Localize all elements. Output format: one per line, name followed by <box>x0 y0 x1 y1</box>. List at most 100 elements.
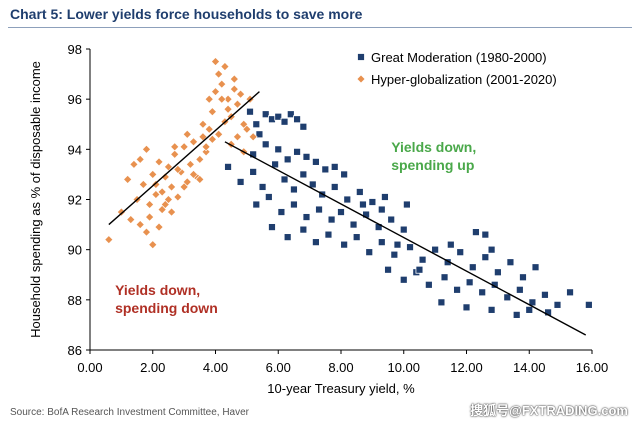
data-point <box>167 207 176 217</box>
data-point <box>431 245 440 254</box>
data-point <box>359 200 367 209</box>
y-tick-label: 94 <box>68 142 82 157</box>
data-point <box>343 195 352 204</box>
data-point <box>283 155 292 164</box>
data-point <box>151 190 161 199</box>
data-point <box>299 170 308 179</box>
trendline <box>108 91 260 226</box>
series-great-moderation <box>224 107 593 319</box>
chart-title: Chart 5: Lower yields force households t… <box>10 6 363 22</box>
data-point <box>154 157 164 167</box>
x-tick-label: 10.00 <box>387 360 420 375</box>
y-tick-label: 92 <box>68 193 82 208</box>
data-point <box>293 147 301 156</box>
data-point <box>277 208 286 216</box>
x-tick-label: 2.00 <box>140 360 165 375</box>
annotation-down: spending down <box>115 300 218 316</box>
data-point <box>481 253 490 262</box>
data-point <box>393 240 402 249</box>
y-axis-label: Household spending as % of disposable in… <box>28 61 43 338</box>
data-point <box>195 154 205 164</box>
data-point <box>142 227 151 237</box>
data-point <box>198 119 208 129</box>
data-point <box>462 303 471 312</box>
data-point <box>377 205 386 214</box>
data-point <box>293 115 301 124</box>
data-point <box>160 172 170 182</box>
x-tick-label: 14.00 <box>513 360 546 375</box>
trendlines <box>108 91 587 336</box>
data-point <box>384 265 392 274</box>
data-point <box>377 238 386 247</box>
watermark: 搜狐号@FXTRADING.com <box>470 403 628 418</box>
y-tick-label: 86 <box>68 343 82 358</box>
y-tick-label: 90 <box>68 243 82 258</box>
data-point <box>104 235 114 245</box>
data-point <box>337 208 345 216</box>
data-point <box>437 298 446 307</box>
data-point <box>135 220 145 230</box>
data-point <box>525 305 534 314</box>
data-point <box>349 220 358 229</box>
series-hyper-globalization <box>104 57 258 250</box>
data-point <box>418 255 427 264</box>
data-point <box>280 175 289 184</box>
data-point <box>249 168 258 176</box>
data-point <box>299 225 308 234</box>
data-point <box>302 152 311 161</box>
data-point <box>204 94 214 104</box>
data-point <box>252 200 261 209</box>
data-point <box>440 273 449 282</box>
data-point <box>179 142 189 152</box>
data-point <box>201 147 211 157</box>
data-point <box>315 205 323 214</box>
data-point <box>170 149 180 159</box>
data-point <box>487 245 496 254</box>
legend: Great Moderation (1980-2000) Hyper-global… <box>356 50 557 87</box>
data-point <box>387 215 396 224</box>
data-point <box>340 170 349 179</box>
data-point <box>214 129 224 139</box>
x-tick-label: 16.00 <box>576 360 609 375</box>
data-point <box>126 215 136 224</box>
data-point <box>512 310 521 319</box>
data-point <box>229 74 239 84</box>
data-point <box>321 165 330 174</box>
data-point <box>217 94 227 104</box>
data-point <box>503 293 512 302</box>
data-point <box>465 278 474 287</box>
x-tick-label: 6.00 <box>266 360 291 375</box>
data-point <box>220 62 230 71</box>
data-point <box>264 193 273 201</box>
data-point <box>217 79 227 89</box>
data-point <box>390 250 399 259</box>
data-point <box>308 180 317 189</box>
x-tick-label: 8.00 <box>328 360 353 375</box>
legend-label: Great Moderation (1980-2000) <box>371 50 547 65</box>
data-point <box>148 240 158 250</box>
data-point <box>481 230 490 239</box>
data-point <box>154 222 164 232</box>
data-point <box>164 162 173 172</box>
data-point <box>356 74 366 84</box>
data-point <box>406 243 414 252</box>
data-point <box>170 142 180 152</box>
data-point <box>246 107 254 116</box>
title-divider <box>8 27 632 28</box>
data-point <box>236 178 245 186</box>
x-axis-label: 10-year Treasury yield, % <box>267 381 415 396</box>
data-point <box>506 258 515 267</box>
data-point <box>189 169 198 179</box>
data-point <box>204 124 214 134</box>
data-point <box>201 142 211 152</box>
data-point <box>248 132 258 142</box>
data-point <box>189 137 198 147</box>
data-point <box>173 192 183 202</box>
data-point <box>223 104 233 114</box>
data-point <box>515 285 524 294</box>
x-tick-label: 4.00 <box>203 360 228 375</box>
data-point <box>236 89 246 99</box>
y-tick-label: 96 <box>68 92 82 107</box>
x-axis: 0.00 2.00 4.00 6.00 8.00 10.00 12.00 14.00 16.00 <box>77 350 608 375</box>
data-point <box>280 117 289 126</box>
